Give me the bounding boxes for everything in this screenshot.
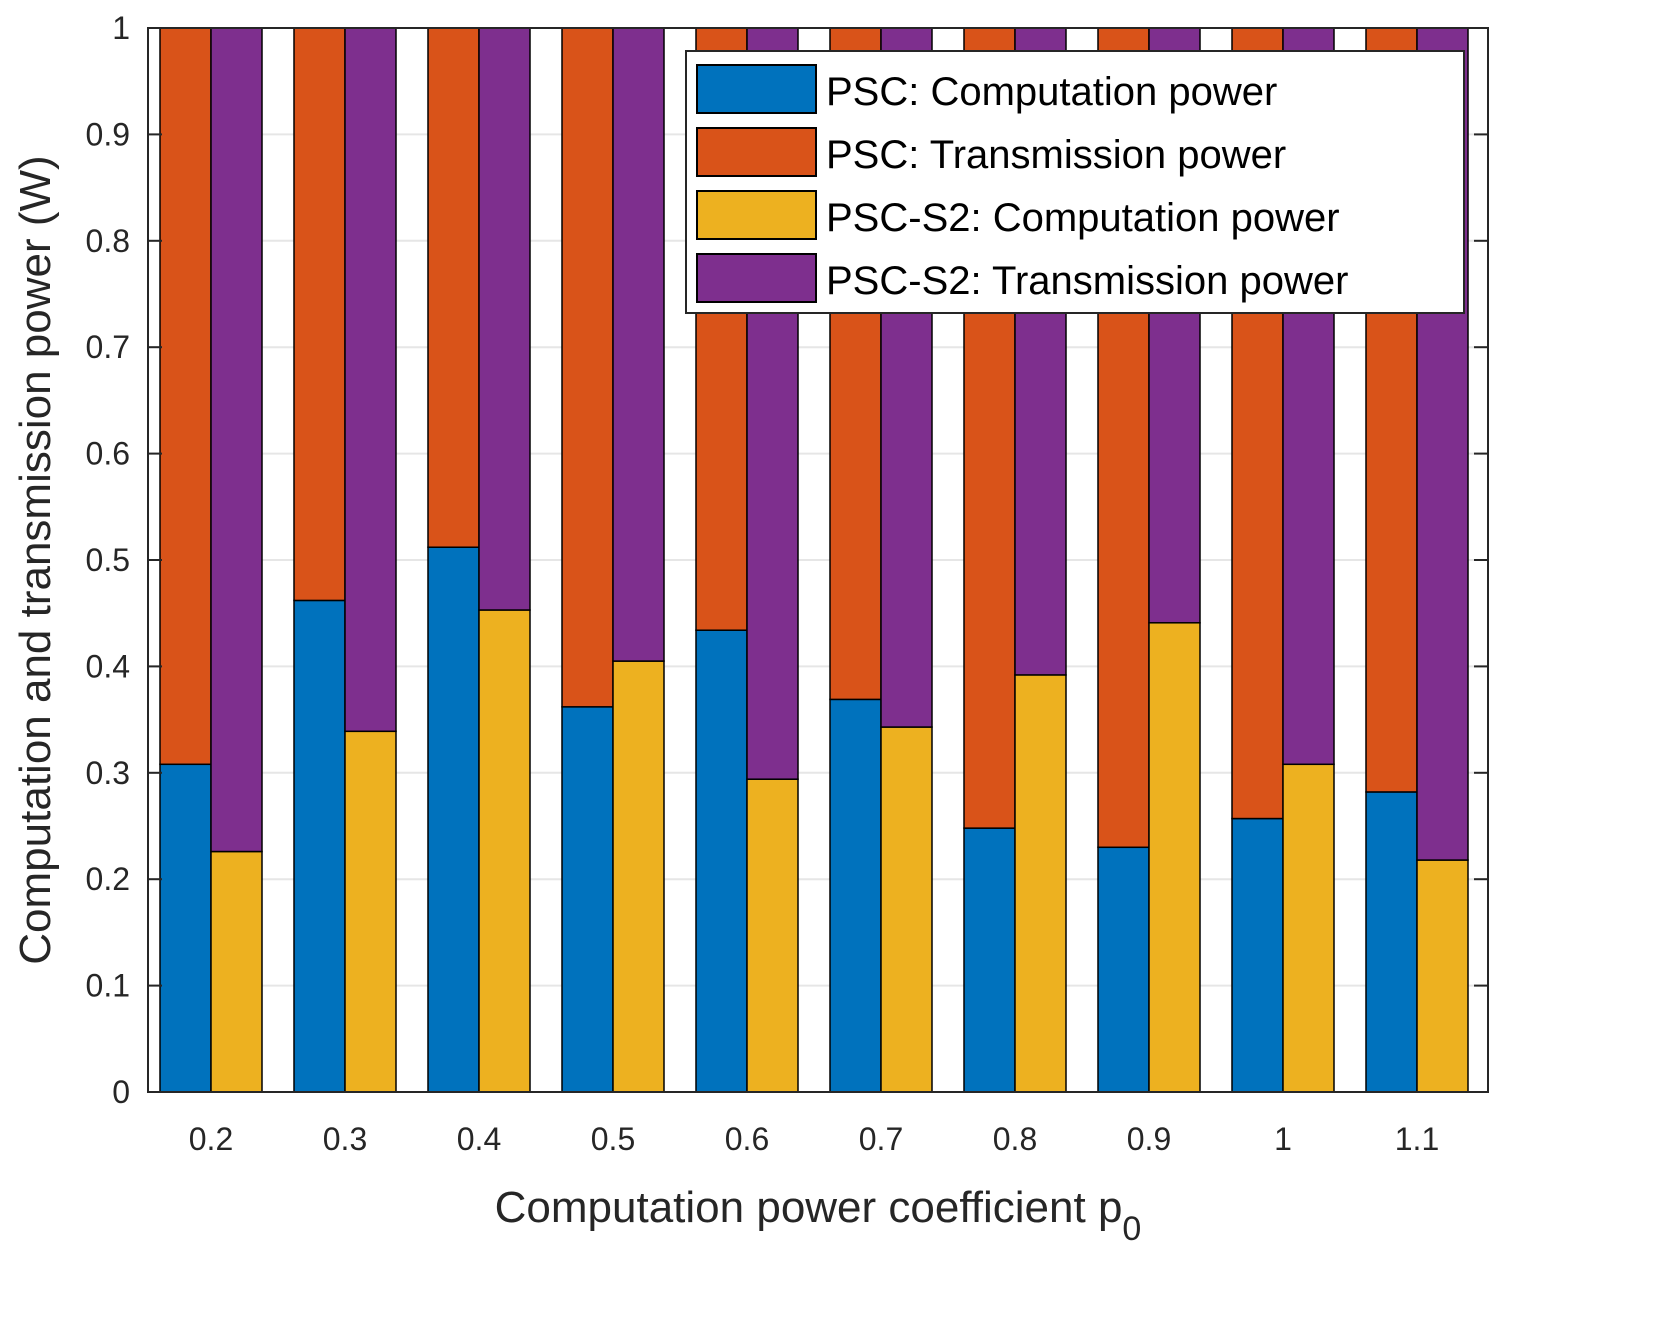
bar-segment-psc-computation (695, 629, 748, 1093)
bar-segment-psc-s2-computation (1014, 674, 1067, 1093)
x-tick-label: 0.6 (725, 1121, 769, 1157)
bar-segment-psc-computation (1365, 791, 1418, 1093)
x-tick-labels: 0.2 0.3 0.4 0.5 0.6 0.7 0.8 0.9 1 1.1 (189, 1121, 1439, 1157)
x-tick-label: 0.9 (1127, 1121, 1171, 1157)
bar-segment-psc-s2-computation (210, 850, 263, 1093)
x-axis-label: Computation power coefficient p0 (495, 1183, 1142, 1248)
legend-label: PSC-S2: Transmission power (826, 259, 1348, 303)
y-tick-label: 0 (112, 1074, 130, 1110)
bar-segment-psc-s2-computation (880, 726, 933, 1093)
bar-segment-psc-s2-computation (1416, 859, 1469, 1093)
y-tick-label: 0.7 (86, 329, 130, 365)
legend-label: PSC-S2: Computation power (826, 196, 1340, 240)
legend-swatch (696, 127, 817, 177)
y-axis-label: Computation and transmission power (W) (11, 155, 60, 964)
y-tick-label: 0.5 (86, 542, 130, 578)
bar-segment-psc-s2-computation (612, 660, 665, 1093)
x-axis-label-main: Computation power coefficient p (495, 1183, 1123, 1232)
legend-swatch (696, 190, 817, 240)
bar-segment-psc-s2-computation (478, 609, 531, 1093)
legend-swatch (696, 253, 817, 303)
bar-segment-psc-computation (561, 706, 614, 1093)
x-tick-label: 0.3 (323, 1121, 367, 1157)
bar-segment-psc-s2-transmission (478, 27, 531, 611)
x-tick-label: 1.1 (1395, 1121, 1439, 1157)
bar-segment-psc-s2-computation (746, 778, 799, 1093)
y-tick-label: 0.6 (86, 436, 130, 472)
bar-segment-psc-computation (293, 599, 346, 1093)
bar-segment-psc-s2-computation (344, 730, 397, 1093)
bar-segment-psc-computation (1231, 817, 1284, 1093)
legend-swatch (696, 64, 817, 114)
y-tick-label: 0.9 (86, 116, 130, 152)
x-tick-label: 0.5 (591, 1121, 635, 1157)
bar-segment-psc-s2-transmission (210, 27, 263, 853)
bar-segment-psc-transmission (427, 27, 480, 548)
x-tick-label: 0.8 (993, 1121, 1037, 1157)
y-tick-label: 0.8 (86, 223, 130, 259)
legend-label: PSC: Transmission power (826, 133, 1286, 177)
y-tick-label: 0.4 (86, 648, 130, 684)
axes-group (147, 27, 1489, 1093)
bar-segment-psc-s2-computation (1148, 622, 1201, 1093)
x-tick-label: 0.4 (457, 1121, 501, 1157)
y-tick-label: 0.3 (86, 755, 130, 791)
bar-segment-psc-transmission (293, 27, 346, 602)
bar-segment-psc-computation (159, 763, 212, 1093)
bar-segment-psc-computation (1097, 846, 1150, 1093)
legend-label: PSC: Computation power (826, 70, 1277, 114)
bar-segment-psc-computation (963, 827, 1016, 1093)
bar-segment-psc-computation (829, 698, 882, 1093)
bar-segment-psc-s2-transmission (344, 27, 397, 733)
axes-box (147, 27, 1489, 1093)
bar-segment-psc-transmission (561, 27, 614, 708)
bar-segment-psc-computation (427, 546, 480, 1093)
x-tick-label: 1 (1274, 1121, 1292, 1157)
bar-segment-psc-s2-computation (1282, 763, 1335, 1093)
x-tick-label: 0.2 (189, 1121, 233, 1157)
bar-segment-psc-s2-transmission (612, 27, 665, 662)
x-tick-label: 0.7 (859, 1121, 903, 1157)
y-tick-label: 0.2 (86, 861, 130, 897)
y-tick-label: 0.1 (86, 968, 130, 1004)
bar-segment-psc-transmission (159, 27, 212, 766)
y-tick-label: 1 (112, 10, 130, 46)
y-tick-labels: 0 0.1 0.2 0.3 0.4 0.5 0.6 0.7 0.8 0.9 1 (86, 10, 130, 1110)
x-axis-label-subscript: 0 (1122, 1210, 1141, 1248)
legend: PSC: Computation power PSC: Transmission … (685, 50, 1465, 314)
